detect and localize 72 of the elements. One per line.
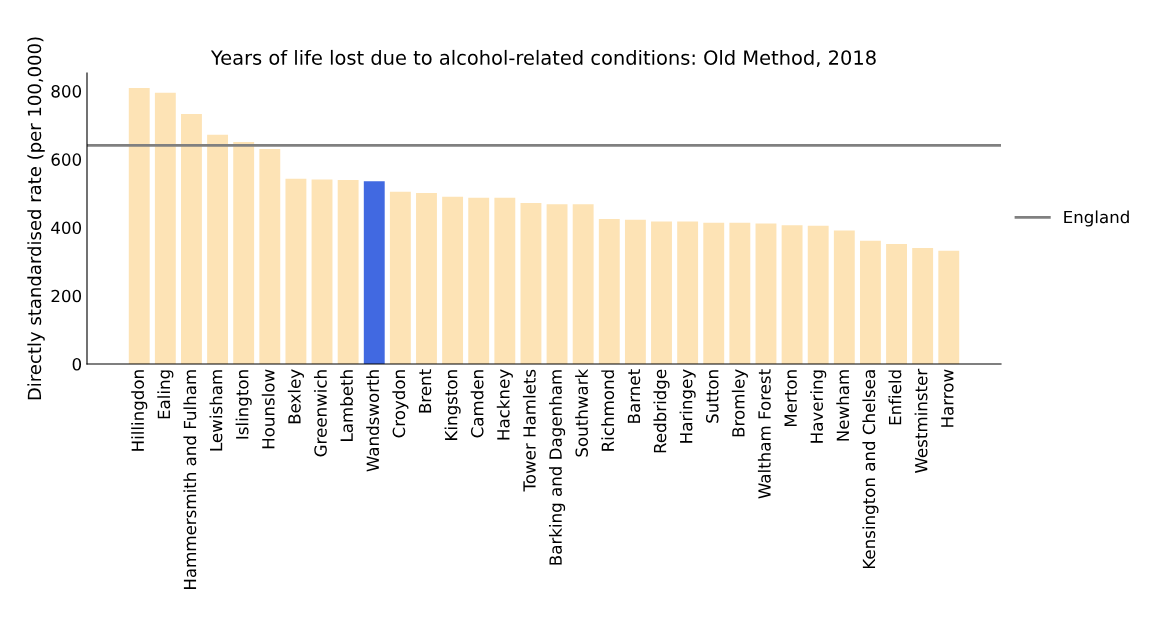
bar [468,197,490,364]
bar [416,193,437,364]
bar [128,88,150,364]
bar [833,230,855,364]
x-tick-label: Havering [810,370,827,443]
x-tick-label: Lambeth [340,370,353,441]
x-tick-label: Newham [836,370,850,441]
bar [181,113,202,364]
bar [938,250,960,364]
bar [703,222,725,364]
y-tick-label: 200 [51,289,82,303]
bar [729,222,751,364]
legend-label: England [1064,210,1129,227]
y-tick-label: 600 [51,153,82,166]
x-tick-label: Kensington and Chelsea [862,370,879,569]
bar [781,225,803,364]
chart-title: Years of life lost due to alcohol-related conditions: Old Method, 2018 [210,49,876,67]
x-tick-label: Kingston [444,370,461,440]
x-tick-label: Waltham Forest [757,369,771,499]
y-tick-label: 800 [51,85,82,98]
x-tick-label: Bexley [287,369,304,424]
y-axis-title: Directly standardised rate (per 100,000) [27,37,45,400]
x-tick-label: Brent [418,369,432,413]
bar [285,178,307,364]
x-tick-label: Merton [784,370,797,427]
x-tick-label: Richmond [601,370,615,451]
x-tick-label: Croydon [392,370,409,438]
x-tick-label: Hounslow [261,369,275,449]
bar [442,196,464,364]
x-tick-label: Tower Hamlets [522,369,536,492]
bar [677,221,699,364]
bar [912,248,934,364]
x-tick-label: Ealing [157,370,174,419]
x-tick-label: Haringey [679,369,696,443]
x-tick-label: Hillingdon [131,370,148,451]
x-tick-label: Barking and Dagenham [548,370,566,565]
bar [337,180,359,364]
x-tick-label: Harrow [941,369,954,427]
x-tick-label: Wandsworth [366,370,380,472]
bar [207,134,229,364]
x-tick-label: Southwark [575,368,589,457]
bar [233,141,255,364]
bar [520,202,542,364]
bar [363,181,385,364]
bar [859,240,881,364]
x-tick-label: Bromley [731,369,748,437]
x-tick-label: Redbridge [653,369,670,453]
bar [624,219,646,364]
bar [755,223,777,364]
bar [494,197,516,364]
x-tick-label: Hammersmith and Fulham [183,370,197,590]
bar [154,92,176,364]
x-tick-label: Greenwich [313,370,327,457]
bar [259,149,281,364]
bar [807,225,829,364]
x-tick-label: Islington [235,370,252,439]
bar [311,179,333,364]
x-tick-label: Hackney [496,369,513,440]
x-tick-label: Sutton [705,370,719,423]
y-tick-label: 400 [51,221,82,235]
x-tick-label: Camden [470,370,484,438]
bar [572,204,594,364]
bar [651,221,672,364]
bar [389,191,411,364]
bar [886,243,907,364]
y-tick-label: 0 [72,357,82,371]
x-tick-label: Enfield [888,370,902,425]
bar [598,219,620,364]
x-tick-label: Lewisham [209,370,223,451]
x-tick-label: Barnet [627,369,641,423]
bar [546,204,568,364]
x-tick-label: Westminster [914,368,928,474]
